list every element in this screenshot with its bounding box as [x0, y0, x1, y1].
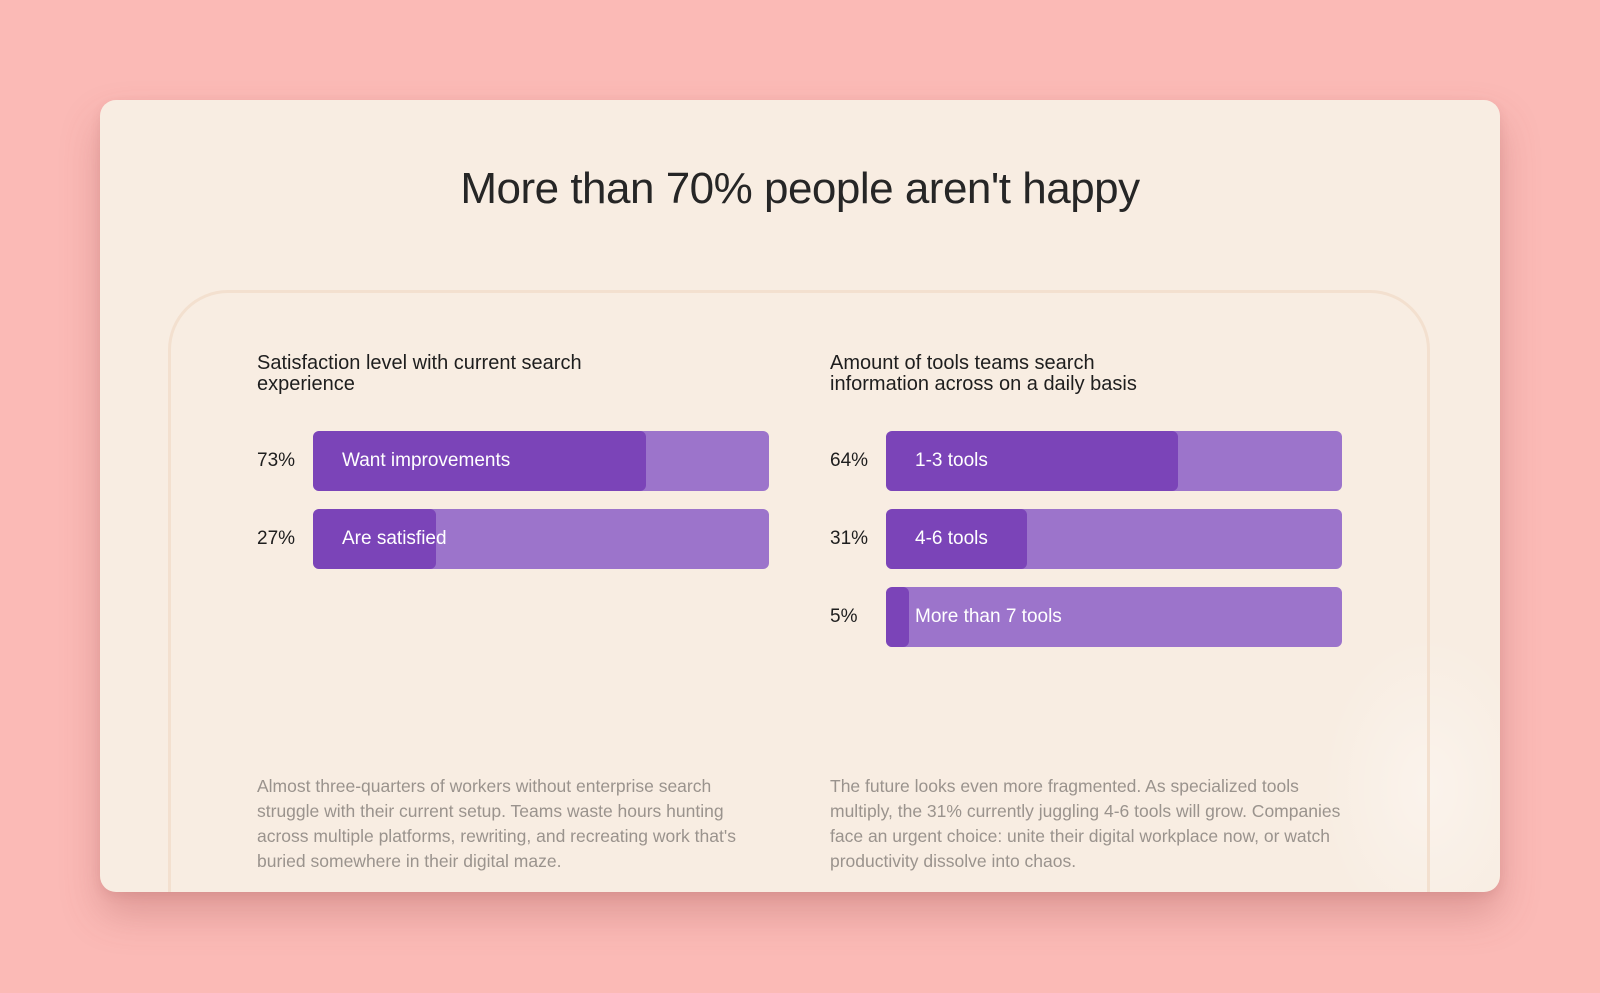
bar	[313, 431, 646, 491]
inner-frame	[168, 290, 1430, 892]
bar-track: Are satisfied	[313, 509, 769, 569]
bar	[886, 509, 1028, 569]
bar-value-label: 64%	[830, 450, 869, 471]
bar-category-label: Want improvements	[342, 450, 511, 471]
bar-row: 5% More than 7 tools	[830, 587, 1342, 647]
page-title: More than 70% people aren't happy	[460, 164, 1140, 213]
bar	[886, 431, 1178, 491]
bar-row: 73% Want improvements	[257, 431, 769, 491]
chart-title: Amount of tools teams search information…	[830, 352, 1137, 395]
bar-value-label: 27%	[257, 528, 296, 549]
chart-title: Satisfaction level with current search e…	[257, 352, 582, 395]
bar-value-label: 73%	[257, 450, 296, 471]
bar-category-label: More than 7 tools	[915, 606, 1062, 627]
chart-description: The future looks even more fragmented. A…	[830, 776, 1341, 871]
bar-track: Want improvements	[313, 431, 769, 491]
bar-category-label: 1-3 tools	[915, 450, 988, 471]
bar-track: 1-3 tools	[886, 431, 1342, 491]
bar-value-label: 5%	[830, 606, 858, 627]
bar-row: 27% Are satisfied	[257, 509, 769, 569]
bar-rows: 64% 1-3 tools 31% 4-6 tools 5% More than 7 to…	[830, 431, 1342, 647]
bar-track: More than 7 tools	[886, 587, 1342, 647]
bar	[313, 509, 437, 569]
bar-value-label: 31%	[830, 528, 869, 549]
bar-row: 31% 4-6 tools	[830, 509, 1342, 569]
tools-chart: Amount of tools teams search information…	[830, 352, 1342, 871]
bar	[886, 587, 909, 647]
bar-track: 4-6 tools	[886, 509, 1342, 569]
bar-row: 64% 1-3 tools	[830, 431, 1342, 491]
bar-rows: 73% Want improvements 27% Are satisfied	[257, 431, 769, 647]
chart-description: Almost three-quarters of workers without…	[257, 776, 736, 871]
bar-category-label: 4-6 tools	[915, 528, 988, 549]
content-card: More than 70% people aren't happy Satisf…	[100, 100, 1500, 892]
bar-category-label: Are satisfied	[342, 528, 447, 549]
card-glow	[1320, 632, 1500, 892]
satisfaction-chart: Satisfaction level with current search e…	[257, 352, 769, 871]
